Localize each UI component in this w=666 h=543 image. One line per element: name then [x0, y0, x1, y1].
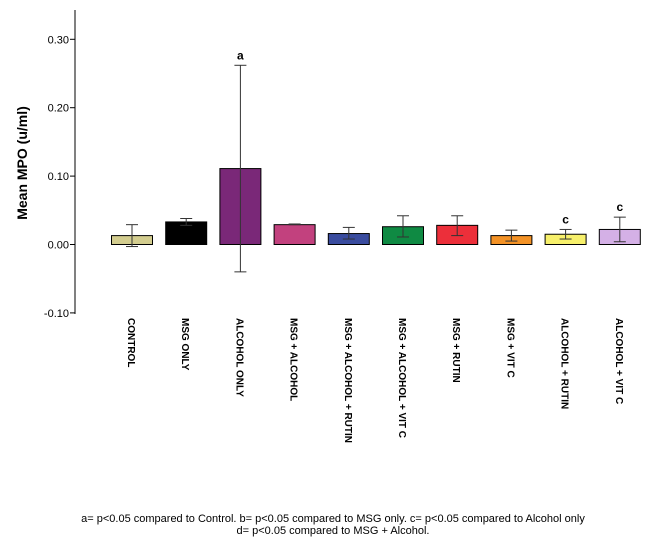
category-label: MSG ONLY — [179, 318, 190, 371]
y-tick-label: 0.20 — [48, 103, 69, 115]
y-axis-title: Mean MPO (u/ml) — [14, 106, 30, 220]
bars — [111, 168, 641, 246]
category-label: MSG + ALCOHOL + VIT C — [396, 318, 407, 438]
category-label: ALCOHOL + RUTIN — [559, 318, 570, 409]
y-tick-label: 0.00 — [48, 240, 69, 252]
category-label: CONTROL — [125, 318, 136, 367]
significance-labels: a c c — [237, 48, 623, 226]
y-tick-label: 0.30 — [48, 34, 69, 46]
significance-label: a — [237, 48, 244, 62]
y-axis: -0.10 0.00 0.10 0.20 0.30 — [44, 10, 76, 320]
x-axis-labels: CONTROL MSG ONLY ALCOHOL ONLY MSG + ALCOHOL… — [125, 318, 624, 443]
y-tick-label: -0.10 — [44, 308, 69, 320]
footnote-line-1: a= p<0.05 compared to Control. b= p<0.05… — [81, 513, 585, 525]
significance-label: c — [616, 200, 623, 214]
error-bars — [126, 64, 626, 273]
category-label: MSG + ALCOHOL — [288, 318, 299, 401]
category-label: MSG + ALCOHOL + RUTIN — [342, 318, 353, 443]
bar — [273, 224, 316, 246]
y-tick-label: 0.10 — [48, 171, 69, 183]
category-label: MSG + RUTIN — [450, 318, 461, 383]
category-label: ALCOHOL ONLY — [233, 318, 244, 397]
category-label: MSG + VIT C — [504, 318, 515, 378]
significance-label: c — [562, 212, 569, 226]
category-label: ALCOHOL + VIT C — [613, 318, 624, 404]
footnote-line-2: d= p<0.05 compared to MSG + Alcohol. — [236, 525, 430, 537]
